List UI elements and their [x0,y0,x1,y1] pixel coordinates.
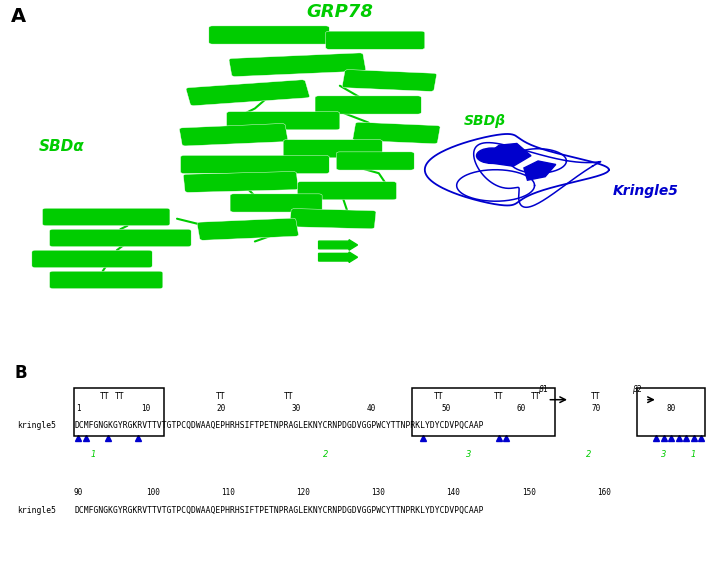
FancyBboxPatch shape [227,112,340,130]
Text: kringle5: kringle5 [17,421,56,430]
Text: DCMFGNGKGYRGKRVTTVTGTPCQDWAAQEPHRHSIFTPETNPRAGLEKNYCRNPDGDVGGPWCYTTNPRKLYDYCDVPQ: DCMFGNGKGYRGKRVTTVTGTPCQDWAAQEPHRHSIFTPE… [74,506,484,516]
Text: 70: 70 [592,404,601,413]
FancyBboxPatch shape [336,152,414,170]
Text: $\beta$1: $\beta$1 [538,383,549,395]
FancyArrow shape [319,252,358,262]
Text: 3: 3 [661,450,666,459]
Text: 3: 3 [466,450,472,459]
Text: 80: 80 [667,404,676,413]
Text: 2: 2 [324,450,329,459]
FancyBboxPatch shape [197,218,299,240]
Text: $\beta$2: $\beta$2 [632,383,643,395]
FancyBboxPatch shape [209,26,329,44]
Text: 50: 50 [441,404,451,413]
Text: 20: 20 [216,404,225,413]
Text: TT: TT [493,391,503,401]
Text: B: B [15,364,28,382]
Text: TT: TT [216,391,226,401]
FancyBboxPatch shape [50,229,191,247]
Text: TT: TT [115,391,125,401]
Bar [74,387,164,436]
Text: 1: 1 [76,404,81,413]
Polygon shape [485,143,531,166]
FancyBboxPatch shape [290,209,376,229]
Text: TT: TT [100,391,109,401]
Text: 130: 130 [372,488,385,497]
Text: TT: TT [531,391,541,401]
Text: 150: 150 [522,488,535,497]
Text: TT: TT [433,391,443,401]
FancyBboxPatch shape [50,271,163,288]
FancyBboxPatch shape [230,194,322,212]
Text: 2: 2 [586,450,591,459]
Text: 110: 110 [222,488,235,497]
Text: 10: 10 [141,404,150,413]
Text: SBDβ: SBDβ [464,114,506,127]
Text: DCMFGNGKGYRGKRVTTVTGTPCQDWAAQEPHRHSIFTPETNPRAGLEKNYCRNPDGDVGGPWCYTTNPRKLYDYCDVPQ: DCMFGNGKGYRGKRVTTVTGTPCQDWAAQEPHRHSIFTPE… [74,421,484,430]
Text: TT: TT [591,391,601,401]
Bar [637,387,705,436]
FancyArrow shape [319,240,358,250]
Bar [412,387,555,436]
FancyBboxPatch shape [297,182,396,200]
Text: 120: 120 [297,488,310,497]
Text: 30: 30 [291,404,300,413]
FancyBboxPatch shape [315,96,421,114]
FancyBboxPatch shape [186,80,309,106]
Text: SBDα: SBDα [39,139,85,154]
Text: 140: 140 [447,488,460,497]
FancyBboxPatch shape [326,31,425,50]
Text: 1: 1 [91,450,96,459]
FancyBboxPatch shape [283,139,382,158]
FancyBboxPatch shape [183,171,298,192]
Text: A: A [11,7,25,26]
Text: kringle5: kringle5 [17,506,56,516]
Text: 100: 100 [147,488,160,497]
FancyBboxPatch shape [32,250,152,267]
FancyBboxPatch shape [353,122,440,144]
Text: Kringle5: Kringle5 [612,184,678,197]
FancyBboxPatch shape [179,123,288,146]
Text: 60: 60 [516,404,526,413]
Text: TT: TT [283,391,293,401]
Text: 160: 160 [597,488,610,497]
Polygon shape [524,161,556,180]
FancyBboxPatch shape [229,53,366,77]
FancyBboxPatch shape [342,69,437,92]
Text: 40: 40 [366,404,375,413]
Text: 1: 1 [691,450,697,459]
Text: 90: 90 [74,488,83,497]
FancyBboxPatch shape [181,155,329,174]
FancyBboxPatch shape [42,208,170,226]
Text: GRP78: GRP78 [307,3,373,22]
Circle shape [476,148,508,163]
